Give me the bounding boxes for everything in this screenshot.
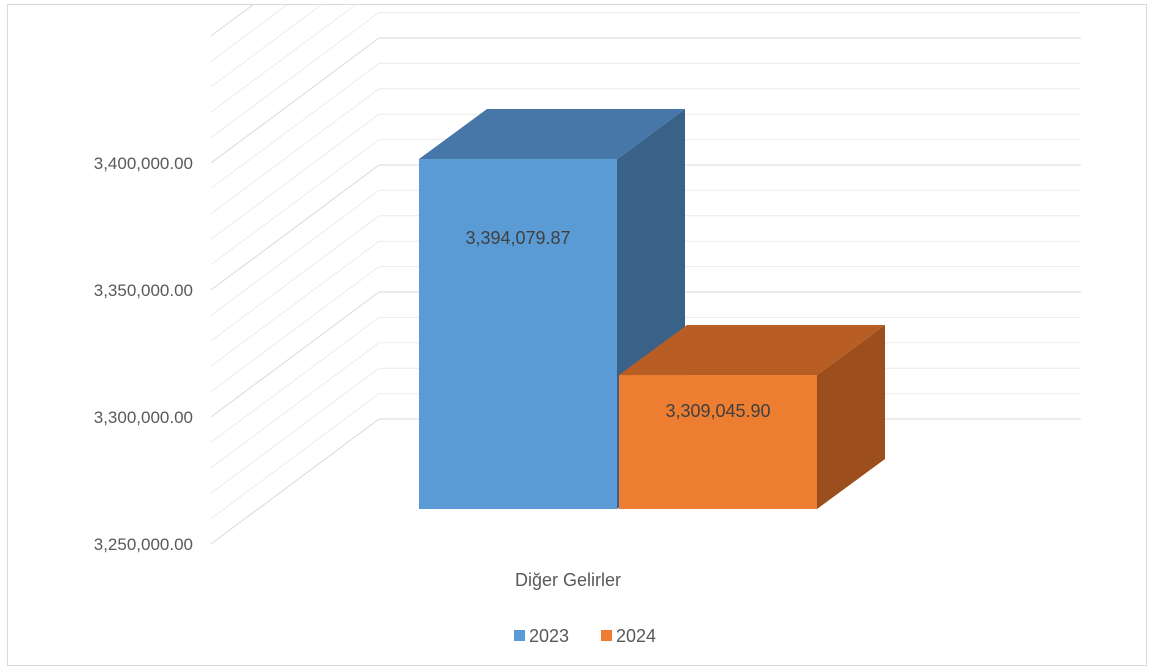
gridline-side <box>210 316 380 443</box>
gridline-side <box>210 164 380 291</box>
legend-swatch-2023 <box>514 630 525 641</box>
category-label: Diğer Gelirler <box>515 570 621 590</box>
y-tick-label: 3,400,000.00 <box>94 154 193 173</box>
gridline-side <box>210 367 380 494</box>
y-tick-label: 3,250,000.00 <box>94 535 193 554</box>
bar-2024 <box>619 325 885 509</box>
bar-front-2023 <box>419 159 617 510</box>
gridline-side <box>210 88 380 215</box>
gridline-side <box>210 5 356 113</box>
gridline-side <box>210 240 380 367</box>
data-label-2024: 3,309,045.90 <box>665 401 770 421</box>
y-tick-label: 3,350,000.00 <box>94 281 193 300</box>
gridline-side <box>210 5 254 37</box>
gridline-side <box>210 5 288 62</box>
gridline-side <box>210 342 380 469</box>
chart-frame: 3,250,000.00 3,300,000.00 3,350,000.00 3… <box>7 4 1147 666</box>
gridline-side <box>210 139 380 266</box>
legend-label-2024: 2024 <box>616 626 656 646</box>
bars-layer <box>419 109 885 510</box>
gridline-side <box>210 393 380 520</box>
y-tick-label: 3,300,000.00 <box>94 408 193 427</box>
y-axis-tick-labels: 3,250,000.00 3,300,000.00 3,350,000.00 3… <box>94 154 193 554</box>
gridline-side <box>210 62 380 189</box>
legend: 2023 2024 <box>514 626 656 646</box>
gridline-side <box>210 113 380 240</box>
gridline-side <box>210 37 380 164</box>
data-labels: 3,394,079.87 3,309,045.90 <box>465 228 770 421</box>
bar-front-2024 <box>619 375 817 509</box>
legend-label-2023: 2023 <box>529 626 569 646</box>
gridline-side <box>210 12 380 139</box>
gridline-side <box>210 5 322 88</box>
chart: 3,250,000.00 3,300,000.00 3,350,000.00 3… <box>94 5 1081 646</box>
bar-top-2024 <box>619 325 885 376</box>
gridline-side <box>210 215 380 342</box>
bar-side-2024 <box>817 325 885 509</box>
gridline-side <box>210 189 380 316</box>
gridline-side <box>210 291 380 418</box>
bar-top-2023 <box>419 109 685 160</box>
gridline-side <box>210 418 380 545</box>
data-label-2023: 3,394,079.87 <box>465 228 570 248</box>
gridline-side <box>210 266 380 393</box>
legend-swatch-2024 <box>601 630 612 641</box>
